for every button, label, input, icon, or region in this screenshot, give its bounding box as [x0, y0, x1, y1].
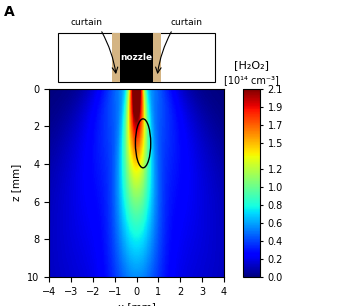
Y-axis label: z [mm]: z [mm]: [12, 164, 21, 201]
X-axis label: x [mm]: x [mm]: [118, 302, 155, 306]
Text: [H₂O₂]: [H₂O₂]: [234, 60, 269, 70]
Bar: [112, 33, 120, 82]
Text: curtain: curtain: [171, 18, 203, 28]
Bar: [153, 33, 215, 82]
Bar: [153, 33, 161, 82]
Text: [10¹⁴ cm⁻³]: [10¹⁴ cm⁻³]: [224, 75, 279, 85]
Text: nozzle: nozzle: [120, 53, 153, 62]
Bar: [58, 33, 120, 82]
Text: curtain: curtain: [70, 18, 102, 28]
Bar: [120, 33, 153, 82]
Text: A: A: [4, 5, 14, 19]
